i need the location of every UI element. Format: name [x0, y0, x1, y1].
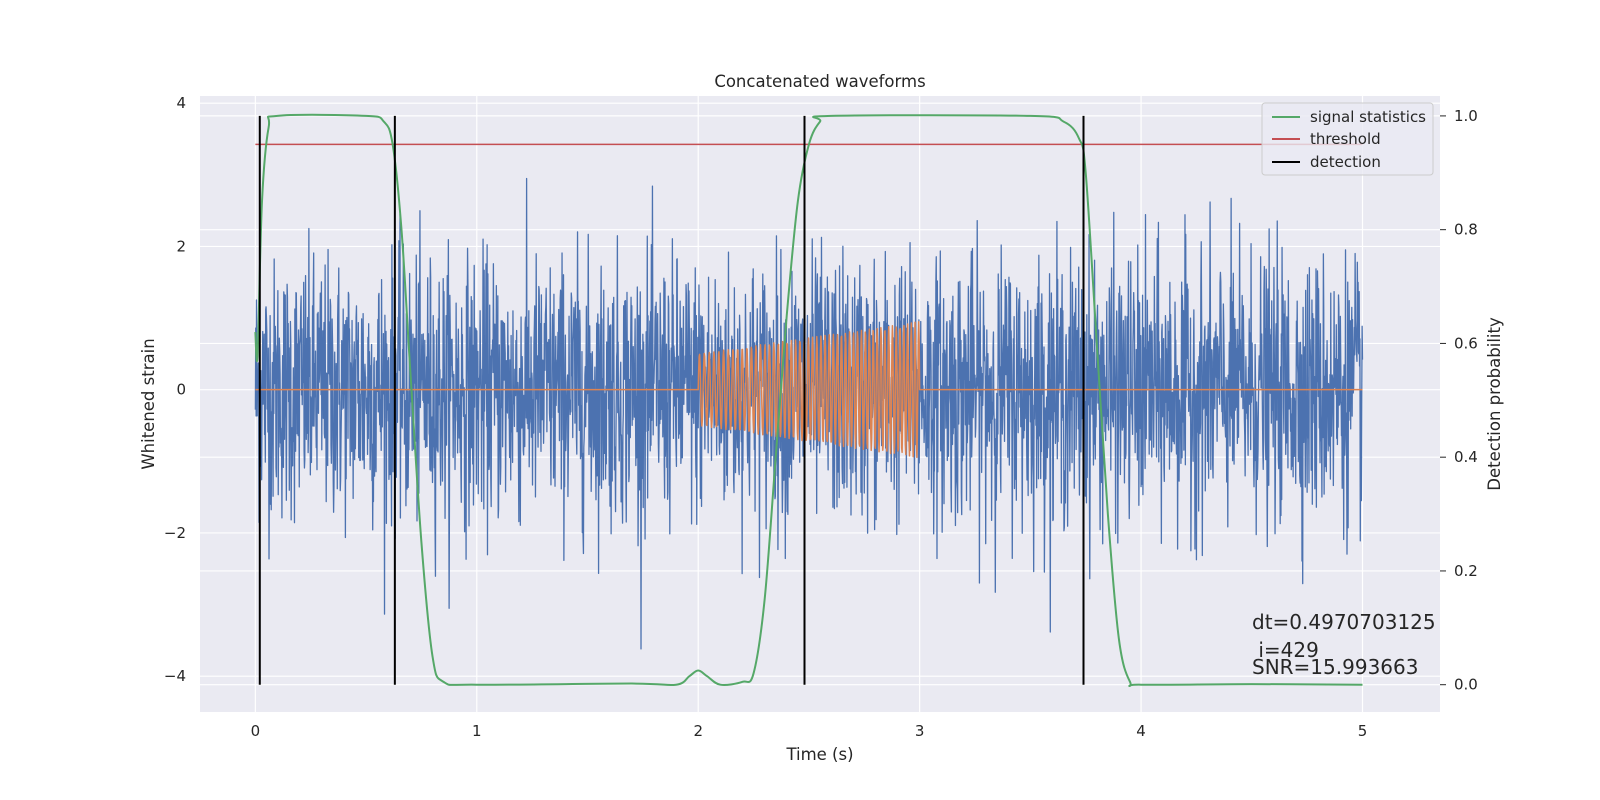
chart-title: Concatenated waveforms [714, 72, 925, 91]
data-layer [254, 113, 1364, 687]
y-tick-label: 4 [176, 94, 186, 112]
legend-label-signal-statistics: signal statistics [1310, 108, 1426, 126]
x-tick-label: 2 [693, 722, 703, 740]
y-right-axis-label: Detection probability [1485, 317, 1504, 491]
x-tick-label: 3 [915, 722, 925, 740]
x-tick-label: 0 [251, 722, 261, 740]
y-tick-label: 2 [176, 237, 186, 255]
y-tick-label: −4 [164, 667, 186, 685]
legend-box [1261, 102, 1434, 176]
y-right-tick-label: 0.8 [1454, 221, 1478, 239]
y-right-tick-label: 0.2 [1454, 562, 1478, 580]
annotation-snr: SNR=15.993663 [1252, 655, 1418, 679]
series-injected-chirp [255, 321, 1363, 459]
y-right-tick-label: 0.4 [1454, 448, 1478, 466]
y-right-tick-label: 0.6 [1454, 334, 1478, 352]
series-signal-statistics [254, 113, 1363, 687]
annotation-i: i=429 [1252, 638, 1319, 662]
y-tick-label: −2 [164, 524, 186, 542]
y-right-tick-label: 1.0 [1454, 107, 1478, 125]
x-axis-label: Time (s) [785, 745, 853, 764]
x-tick-label: 1 [472, 722, 482, 740]
y-axis-label: Whitened strain [139, 338, 158, 469]
annotation-dt: dt=0.4970703125 [1252, 610, 1436, 634]
legend-label-detection: detection [1310, 153, 1381, 171]
tick-labels: 0 1 2 3 4 5 4 2 0 −2 −4 1.0 0.8 0.6 0.4 0.2 0.0 [164, 94, 1478, 740]
x-tick-label: 5 [1358, 722, 1368, 740]
legend: signal statistics threshold detection [1261, 102, 1434, 176]
y-right-tick-label: 0.0 [1454, 676, 1478, 694]
legend-label-threshold: threshold [1310, 130, 1381, 148]
x-tick-label: 4 [1136, 722, 1146, 740]
y-tick-label: 0 [176, 381, 186, 399]
